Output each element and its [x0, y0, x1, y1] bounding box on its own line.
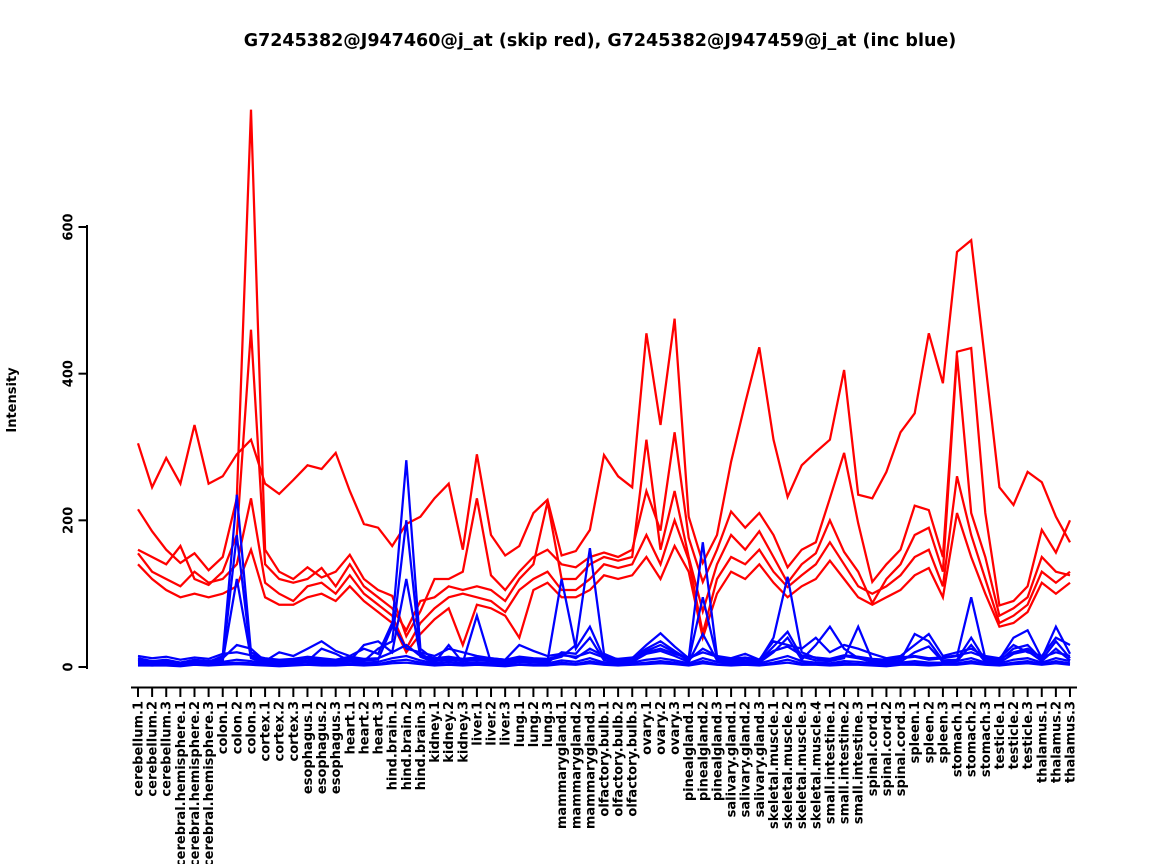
x-tick-label: spinal.cord.1: [866, 701, 881, 796]
x-tick-label: cerebral.hemisphere.2: [188, 701, 203, 864]
x-tick-label: lung.3: [541, 701, 556, 747]
x-tick-label: small.intestine.2: [838, 701, 853, 824]
x-tick-label: cerebellum.3: [160, 701, 175, 797]
x-tick-label: small.intestine.1: [823, 701, 838, 824]
x-tick-label: testicle.1: [993, 701, 1008, 769]
x-tick-label: pinealgland.1: [682, 701, 697, 801]
x-tick-label: olfactory.bulb.1: [598, 701, 613, 817]
series-lines: [136, 109, 1072, 668]
x-tick-label: thalamus.1: [1035, 701, 1050, 783]
x-tick-label: ovary.3: [668, 701, 683, 755]
y-tick-label: 600: [62, 213, 77, 240]
x-tick-label: olfactory.bulb.2: [612, 701, 627, 817]
series-line-inc-blue-1: [137, 460, 1071, 664]
x-tick-label: cortex.2: [273, 701, 288, 761]
x-tick-label: esophagus.3: [329, 701, 344, 794]
x-tick-label: mammarygland.2: [569, 701, 584, 829]
x-tick-label: kidney.1: [428, 701, 443, 763]
x-tick-label: thalamus.2: [1049, 701, 1064, 783]
x-tick-label: pinealgland.3: [710, 701, 725, 801]
x-tick-label: spinal.cord.2: [880, 701, 895, 796]
x-tick-label: mammarygland.1: [555, 701, 570, 829]
x-tick-label: cerebellum.1: [132, 701, 147, 797]
x-tick-label: pinealgland.2: [696, 701, 711, 801]
x-tick-label: kidney.2: [442, 701, 457, 763]
series-line-skip-red-2: [137, 109, 1072, 639]
axes: 0 200 400 600 cerebellum.1 cerebellum.2 cerebe…: [62, 213, 1079, 864]
series-line-inc-blue-5: [137, 643, 1071, 661]
x-tick-label: skeletal.muscle.3: [795, 701, 810, 829]
x-tick-label: ovary.2: [654, 701, 669, 755]
x-tick-label: esophagus.2: [315, 701, 330, 794]
x-tick-label: spleen.2: [922, 701, 937, 763]
x-tick-label: liver.1: [470, 701, 485, 746]
x-tick-label: mammarygland.3: [583, 701, 598, 829]
x-tick-label: colon.3: [244, 701, 259, 754]
x-tick-label: testicle.3: [1021, 701, 1036, 769]
x-tick-label: liver.3: [499, 701, 514, 746]
x-tick-label: small.intestine.3: [852, 701, 867, 824]
x-tick-label: stomach.2: [965, 701, 980, 777]
chart-title: G7245382@J947460@j_at (skip red), G72453…: [244, 31, 957, 51]
x-tick-label: ovary.1: [640, 701, 655, 755]
y-tick-label: 400: [62, 360, 77, 387]
x-tick-label: cerebral.hemisphere.1: [174, 701, 189, 864]
x-tick-label: hind.brain.2: [400, 701, 415, 790]
x-tick-label: stomach.1: [951, 701, 966, 777]
x-tick-label: salivary.gland.3: [753, 701, 768, 817]
series-line-skip-red-5: [137, 512, 1071, 655]
x-tick-label: kidney.3: [456, 701, 471, 763]
series-line-skip-red-1: [136, 238, 1071, 566]
x-tick-label: salivary.gland.2: [739, 701, 754, 817]
x-tick-label: hind.brain.1: [386, 701, 401, 790]
x-tick-label: lung.2: [527, 701, 542, 747]
x-tick-label: olfactory.bulb.3: [626, 701, 641, 817]
x-tick-label: skeletal.muscle.4: [809, 701, 824, 829]
x-tick-label: salivary.gland.1: [725, 701, 740, 817]
x-tick-label: colon.1: [216, 701, 231, 754]
x-tick-label: lung.1: [513, 701, 528, 747]
x-tick-label: spleen.1: [908, 701, 923, 763]
x-tick-label: stomach.3: [979, 701, 994, 777]
y-axis-title: Intensity: [5, 367, 20, 433]
x-tick-label: testicle.2: [1007, 701, 1022, 769]
y-tick-label: 200: [62, 507, 77, 534]
x-tick-label: hind.brain.3: [414, 701, 429, 790]
series-line-inc-blue-6: [137, 654, 1071, 666]
series-line-inc-blue-8: [138, 661, 1071, 668]
x-tick-label: heart.3: [372, 701, 387, 754]
y-tick-label: 0: [62, 662, 77, 671]
series-line-skip-red-4: [137, 476, 1071, 652]
x-tick-label: spinal.cord.3: [894, 701, 909, 796]
series-line-skip-red-3: [137, 329, 1071, 633]
x-tick-label: esophagus.1: [301, 701, 316, 794]
x-tick-label: skeletal.muscle.2: [781, 701, 796, 829]
x-tick-label: liver.2: [485, 701, 500, 746]
x-tick-label: colon.2: [230, 701, 245, 754]
x-tick-label: cerebellum.2: [146, 701, 161, 797]
x-tick-label: thalamus.3: [1064, 701, 1079, 783]
x-tick-label: cortex.1: [259, 701, 274, 761]
series-line-inc-blue-4: [137, 620, 1071, 664]
x-tick-label: spleen.3: [936, 701, 951, 763]
x-tick-label: cortex.3: [287, 701, 302, 761]
x-tick-label: heart.1: [343, 701, 358, 754]
x-tick-label: skeletal.muscle.1: [767, 701, 782, 829]
x-tick-label: heart.2: [357, 701, 372, 754]
x-tick-label: cerebral.hemisphere.3: [202, 701, 217, 864]
